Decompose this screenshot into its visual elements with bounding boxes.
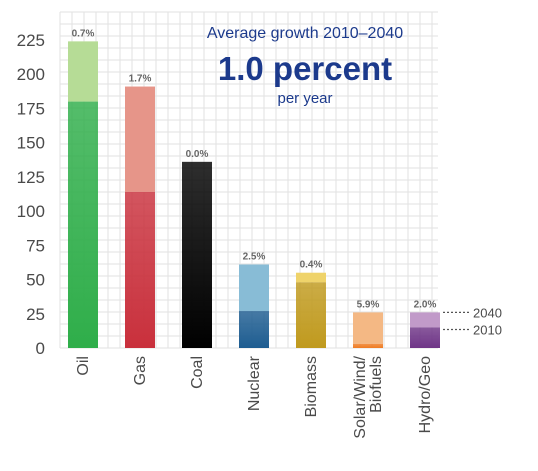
bar-segment-2010 — [68, 101, 98, 348]
y-tick-label: 25 — [26, 305, 45, 324]
bar-segment-2010 — [296, 282, 326, 348]
bar-segment-2040 — [410, 312, 440, 328]
y-tick-label: 0 — [36, 339, 45, 358]
growth-rate-label: 0.0% — [186, 149, 209, 160]
legend: 2040 2010 — [443, 305, 502, 337]
bar-segment-2040 — [353, 312, 383, 344]
bar-segment-2010 — [182, 161, 212, 348]
y-tick-label: 200 — [17, 65, 45, 84]
y-tick-label: 225 — [17, 31, 45, 50]
bar-segment-2010 — [125, 191, 155, 348]
bar-segment-2040 — [296, 272, 326, 283]
bar-segment-2040 — [68, 41, 98, 102]
category-label: Gas — [132, 356, 149, 385]
y-tick-label: 150 — [17, 134, 45, 153]
growth-rate-label: 5.9% — [357, 299, 380, 310]
category-label: Biofuels — [368, 356, 385, 413]
bars: 0.7% Oil 1.7% Gas 0.0% Coal 2.5% Nuclear 0.4% Bio… — [68, 28, 440, 439]
y-tick-label: 100 — [17, 202, 45, 221]
y-tick-label: 175 — [17, 99, 45, 118]
annotation-subtitle: Average growth 2010–2040 — [207, 25, 403, 42]
growth-rate-label: 2.0% — [414, 299, 437, 310]
bar-segment-2010 — [353, 343, 383, 348]
category-label: Coal — [189, 356, 206, 389]
category-label: Oil — [75, 356, 92, 376]
y-axis-ticks: 0 25 50 75 100 125 150 175 200 225 — [17, 31, 45, 358]
y-tick-label: 125 — [17, 168, 45, 187]
growth-rate-label: 2.5% — [243, 251, 266, 262]
legend-label: 2040 — [473, 305, 502, 320]
bar-segment-2010 — [239, 311, 269, 348]
annotation-caption: per year — [277, 90, 332, 107]
y-tick-label: 50 — [26, 271, 45, 290]
category-label: Biomass — [303, 356, 320, 417]
annotation-headline: 1.0 percent — [218, 50, 392, 87]
bar-segment-2040 — [239, 264, 269, 312]
legend-label: 2010 — [473, 322, 502, 337]
growth-annotation: Average growth 2010–2040 1.0 percent per… — [207, 25, 403, 107]
y-tick-label: 75 — [26, 236, 45, 255]
growth-rate-label: 1.7% — [129, 74, 152, 85]
category-label: Solar/Wind/ — [352, 355, 369, 438]
bar-segment-2010 — [410, 327, 440, 348]
growth-rate-label: 0.4% — [300, 260, 323, 271]
category-label: Nuclear — [246, 355, 263, 411]
growth-rate-label: 0.7% — [72, 28, 95, 39]
category-label: Hydro/Geo — [417, 356, 434, 433]
bar-segment-2040 — [125, 86, 155, 192]
